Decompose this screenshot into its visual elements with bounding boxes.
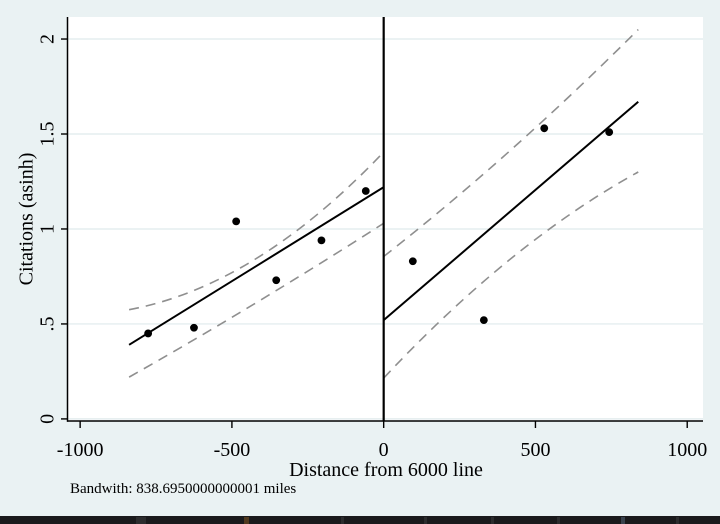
taskbar-seam [621, 517, 625, 524]
taskbar-seam [424, 517, 427, 524]
left-lower-ci [128, 222, 385, 378]
left-fit [128, 186, 385, 346]
scatter-point [540, 124, 549, 133]
right-fit [383, 100, 639, 321]
x-tick-label: 0 [379, 439, 389, 461]
scatter-point [144, 329, 153, 338]
right-upper-ci [383, 28, 639, 258]
taskbar-seam [676, 517, 679, 524]
scatter-point [232, 217, 241, 226]
taskbar-seam [491, 517, 494, 524]
bottom-taskbar-edge [0, 516, 720, 524]
plot-area [68, 17, 703, 421]
x-tick-label: 500 [520, 439, 550, 461]
scatter-point [408, 257, 417, 266]
scatter-point [317, 236, 326, 245]
scatter-point [361, 187, 370, 195]
taskbar-seam [341, 517, 344, 524]
taskbar-seam [244, 517, 249, 524]
left-upper-ci [128, 151, 385, 311]
y-axis-title: Citations (asinh) [15, 152, 38, 286]
y-tick-label: .5 [37, 316, 59, 331]
x-tick-label: -500 [214, 439, 251, 461]
y-tick-label: 1.5 [37, 122, 59, 147]
x-tick-label: 1000 [667, 439, 707, 461]
taskbar-seam [136, 517, 146, 524]
x-tick-label: -1000 [57, 439, 104, 461]
y-tick-label: 2 [37, 34, 59, 44]
y-tick-label: 1 [37, 224, 59, 234]
right-lower-ci [383, 171, 639, 379]
scatter-point [190, 323, 198, 332]
x-axis-title: Distance from 6000 line [289, 459, 483, 481]
scatter-point [479, 316, 488, 325]
scatter-point [272, 276, 281, 285]
bandwidth-note: Bandwith: 838.6950000000001 miles [70, 481, 297, 497]
taskbar-seam [557, 517, 560, 524]
scatter-point [605, 128, 614, 137]
y-tick-label: 0 [37, 414, 59, 424]
